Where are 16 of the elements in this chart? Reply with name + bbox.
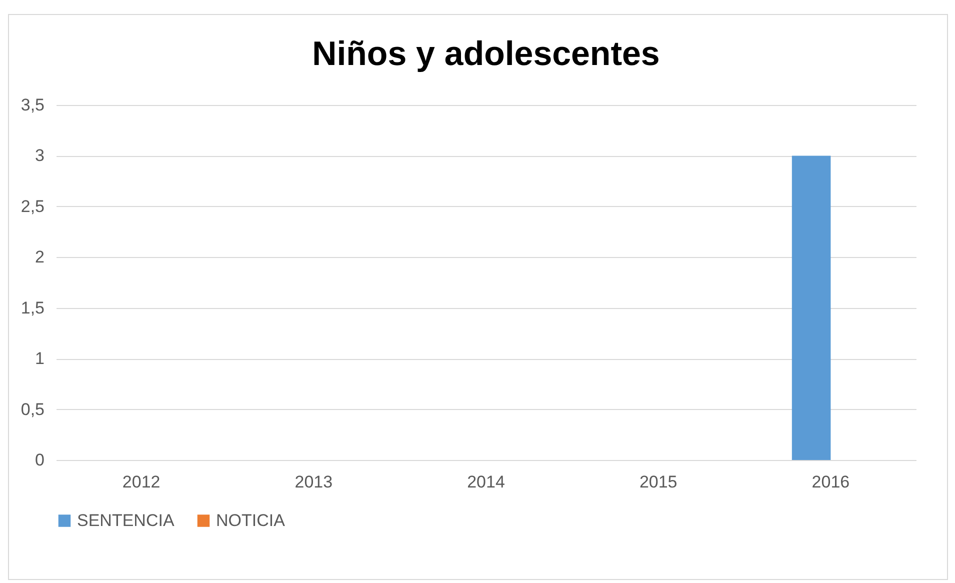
y-tick-label: 1,5 [20,298,44,318]
legend-label: SENTENCIA [77,510,175,530]
x-tick-label: 2014 [467,472,505,492]
y-tick-label: 2,5 [20,196,44,216]
x-tick-label: 2016 [812,472,850,492]
y-tick-label: 1 [35,349,44,368]
y-tick-label: 3,5 [20,96,44,114]
x-tick-label: 2013 [294,472,333,492]
legend-label: NOTICIA [216,510,286,530]
y-tick-label: 0,5 [20,400,44,419]
x-tick-label: 2012 [122,472,160,492]
y-tick-label: 3 [35,146,44,166]
chart-title: Niños y adolescentes [312,35,660,73]
y-tick-label: 0 [35,450,44,470]
x-tick-label: 2015 [639,472,678,492]
y-tick-label: 2 [35,248,44,267]
